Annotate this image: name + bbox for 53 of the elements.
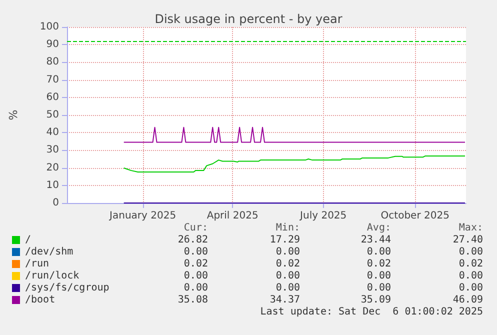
chart-title: Disk usage in percent - by year <box>154 12 342 26</box>
legend-label: /sys/fs/cgroup <box>25 282 110 294</box>
text: 0.00 <box>458 246 483 258</box>
y-tick-label: 30 <box>46 144 59 156</box>
text: 0.00 <box>184 246 208 258</box>
y-tick-label: 20 <box>46 162 59 174</box>
y-tick-label: 70 <box>46 74 59 86</box>
legend-label: / <box>25 234 32 246</box>
legend-label: /boot <box>25 294 56 306</box>
y-tick-label: 50 <box>46 110 59 120</box>
x-tick-label: July 2025 <box>299 210 347 222</box>
text: Max: <box>458 222 483 234</box>
legend-label: /run <box>25 258 50 270</box>
y-tick-label: 40 <box>46 127 59 138</box>
text: Last update: Sat Dec 6 01:00:02 2025 <box>260 306 483 318</box>
text: 0.00 <box>184 270 208 282</box>
text: 0.00 <box>366 282 391 294</box>
text: 0.00 <box>276 270 300 282</box>
text: 17.29 <box>270 234 300 246</box>
y-tick-label: 10 <box>46 180 59 191</box>
y-tick-label: 90 <box>46 39 59 50</box>
text: 0.02 <box>366 258 391 270</box>
text: 0.02 <box>276 258 300 270</box>
text: 0.00 <box>458 282 483 294</box>
text: 46.09 <box>452 294 483 306</box>
text: 0.00 <box>276 282 300 294</box>
text: 35.08 <box>178 294 208 306</box>
y-tick-label: 100 <box>40 22 59 32</box>
x-tick-label: January 2025 <box>108 210 176 222</box>
text: 0.02 <box>458 258 483 270</box>
text: Cur: <box>184 222 208 234</box>
text: 35.09 <box>360 294 391 306</box>
y-tick-label: 0 <box>52 198 59 208</box>
y-axis-title: % <box>7 110 20 120</box>
line-series <box>123 156 466 173</box>
x-tick-label: April 2025 <box>206 210 258 222</box>
text: 0.00 <box>458 270 483 282</box>
text: 27.40 <box>452 234 483 246</box>
text: Avg: <box>366 222 391 234</box>
text: 0.00 <box>184 282 208 294</box>
text: 0.00 <box>366 270 391 282</box>
text: 0.02 <box>184 258 208 270</box>
y-tick-label: 80 <box>46 56 59 68</box>
x-tick-label: October 2025 <box>380 210 450 222</box>
text: 26.82 <box>178 234 208 246</box>
legend-label: /dev/shm <box>25 246 74 258</box>
text: 0.00 <box>276 246 300 258</box>
y-tick-label: 60 <box>46 92 59 103</box>
text: 23.44 <box>360 234 391 246</box>
legend-label: /run/lock <box>25 270 80 282</box>
text: 0.00 <box>366 246 391 258</box>
text: Min: <box>276 222 300 234</box>
text: 34.37 <box>270 294 300 306</box>
